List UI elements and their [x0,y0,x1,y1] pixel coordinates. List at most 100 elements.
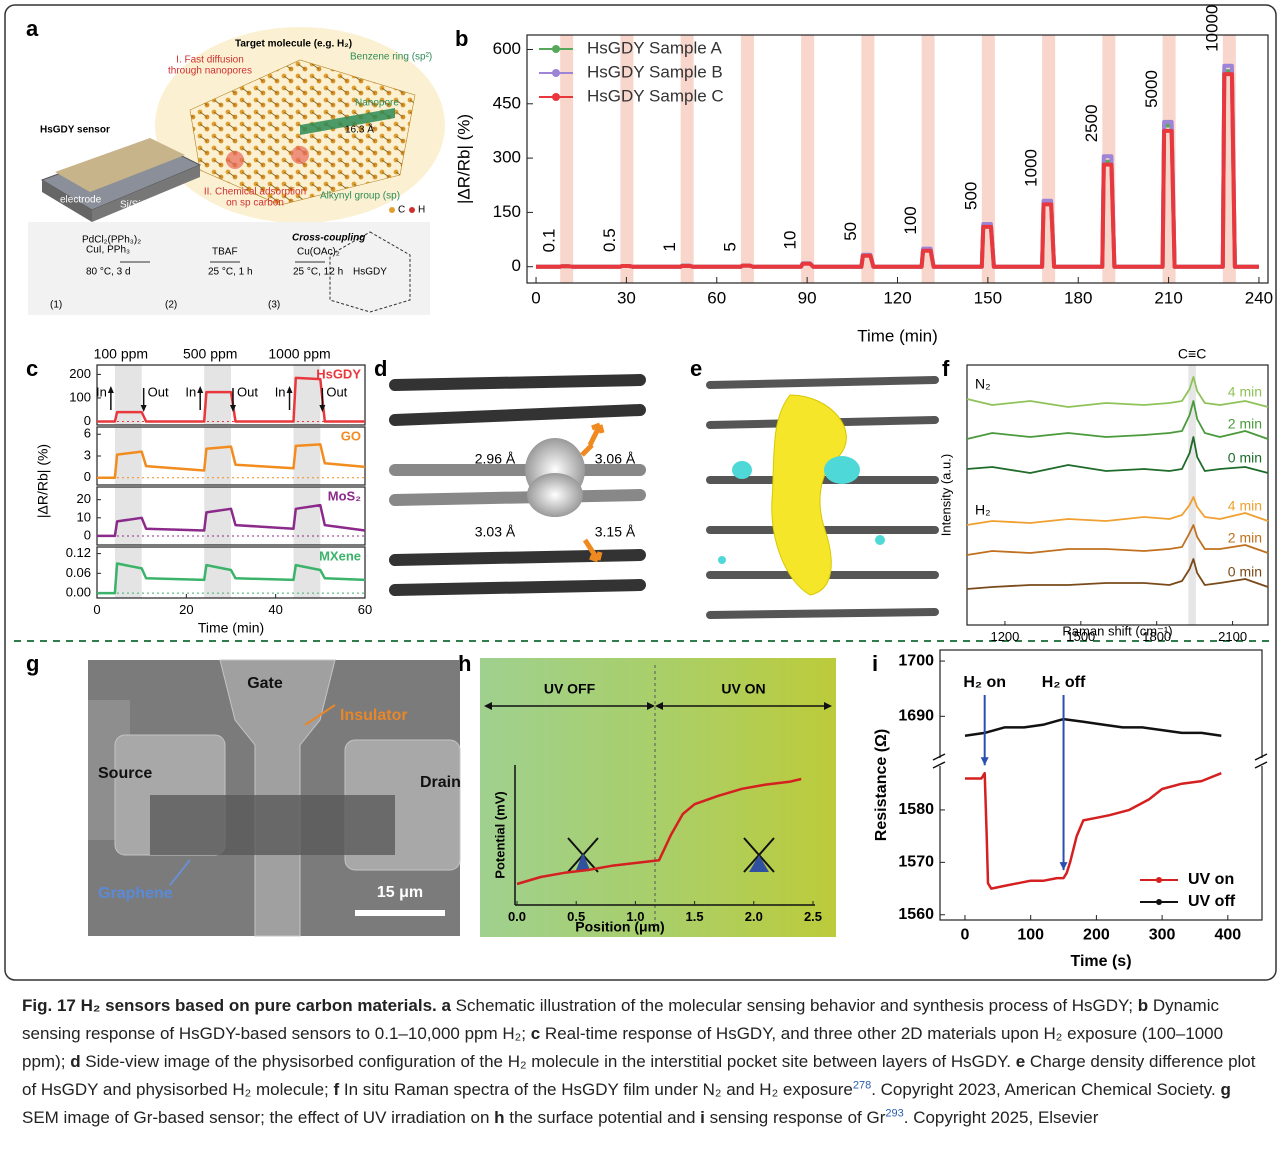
axis-break [1256,758,1268,766]
marker-arrowhead [197,386,204,393]
panel-label: c [26,356,38,381]
series-label: 4 min [1228,384,1262,400]
marker-label: Out [148,384,169,399]
panel-label: e [690,356,702,381]
marker-label: Out [237,384,258,399]
exposure-window [293,487,321,545]
caption-text: Side-view image of the physisorbed confi… [80,1052,1016,1071]
axis-break-mark [932,753,946,769]
caption-text: sensing response of Gr [704,1108,886,1127]
series-label: GO [341,428,361,443]
illustration-d: 2.96 Å 3.06 Å 3.03 Å 3.15 Å [389,374,646,596]
exposure-window [204,427,231,485]
x-tick-label: 1.5 [686,909,704,924]
marker-arrowhead [140,405,147,412]
x-tick-label: 2.5 [804,909,822,924]
annotation: electrode [60,195,102,206]
annotation: 1000 [1022,149,1041,187]
x-tick-label: 240 [1245,289,1273,308]
annotation: 500 [961,182,980,210]
annotation: (1) [50,300,62,311]
x-tick-label: 0 [93,602,100,617]
annotation: 5 [720,242,739,251]
series-label: 4 min [1228,498,1262,514]
y-tick-label: 150 [493,202,521,221]
marker-arrowhead [286,386,293,393]
annotation: 80 °C, 3 d [86,267,131,278]
y-tick-label: 100 [69,389,91,404]
exposure-window [861,35,875,283]
legend-label: HsGDY Sample A [587,38,722,57]
annotation-arrowhead [1059,862,1068,871]
y-tick-label: 1570 [898,854,934,871]
x-tick-label: 2100 [1218,629,1247,644]
y-axis-label: |ΔR/Rb| (%) [454,114,473,204]
window-label: 500 ppm [183,346,237,362]
citation[interactable]: 278 [852,1079,872,1092]
legend-label: HsGDY Sample B [587,62,723,81]
caption: Fig. 17 H₂ sensors based on pure carbon … [22,992,1267,1132]
caption-text: Charge density difference plot of HsGDY … [22,1052,1256,1099]
x-tick-label: 210 [1154,289,1182,308]
exposure-window [114,547,142,598]
caption-text: Dynamic sensing response of HsGDY-based … [22,996,1219,1043]
annotation: Gate [247,675,283,692]
y-tick-label: 200 [69,366,91,381]
plot-frame [939,649,1263,921]
panel-label: d [374,356,387,381]
x-tick-label: 30 [617,289,636,308]
caption-text: Schematic illustration of the molecular … [450,996,1138,1015]
citation[interactable]: 293 [885,1107,904,1120]
exposure-window [740,35,754,283]
spectrum-line [966,524,1269,556]
y-tick-label: 1700 [898,652,934,669]
y-tick-label: 300 [493,148,521,167]
annotation: Benzene ring (sp²) [350,52,432,63]
panel-label: i [872,651,878,676]
caption-panel-ref: g [1220,1080,1231,1099]
panel-label: f [942,356,950,381]
x-tick-label: 60 [707,289,726,308]
legend-label: UV off [1188,893,1236,910]
caption-panel-ref: e [1015,1052,1026,1071]
series-line [97,376,365,423]
panel-label: h [458,651,471,676]
legend-label: HsGDY Sample C [587,86,724,105]
legend-marker [552,69,560,77]
legend-label: C [398,205,405,216]
y-tick-label: 0 [84,469,91,484]
panel-label: b [455,26,468,51]
potential-line [516,777,802,886]
exposure-window [981,35,995,283]
annotation: Insulator [340,707,408,724]
caption-panel-ref: h [494,1108,505,1127]
x-axis-label: Time (s) [1070,953,1131,970]
marker-arrowhead [230,405,236,412]
y-axis-label: |ΔR/Rb| (%) [35,444,51,518]
spectrum-line [966,400,1269,440]
y-tick-label: 0 [84,527,91,542]
annotation: 5000 [1142,70,1161,108]
panel-label: g [26,651,39,676]
legend-marker [552,93,560,101]
y-tick-label: 3 [84,447,91,462]
annotation: (2) [165,300,177,311]
x-tick-label: 100 [1017,926,1044,943]
annotation: I. Fast diffusion [176,55,244,66]
x-tick-label: 300 [1149,926,1176,943]
series-label: 2 min [1228,416,1262,432]
annotation: 3.03 Å [475,524,516,540]
figure: a b c d e f g h i HsGDY sensor electrode… [4,4,1277,981]
x-tick-label: 0 [531,289,540,308]
spectrum-line [966,496,1269,526]
annotation: HsGDY [353,267,387,278]
caption-text: In situ Raman spectra of the HsGDY film … [339,1080,853,1099]
marker-arrowhead [319,405,326,412]
exposure-window [204,487,231,545]
annotation: 3.15 Å [595,524,636,540]
series-label: 0 min [1228,564,1262,580]
caption-title: Fig. 17 H₂ sensors based on pure carbon … [22,996,437,1015]
annotation: (3) [268,300,280,311]
annotation: H₂ on [963,674,1006,691]
